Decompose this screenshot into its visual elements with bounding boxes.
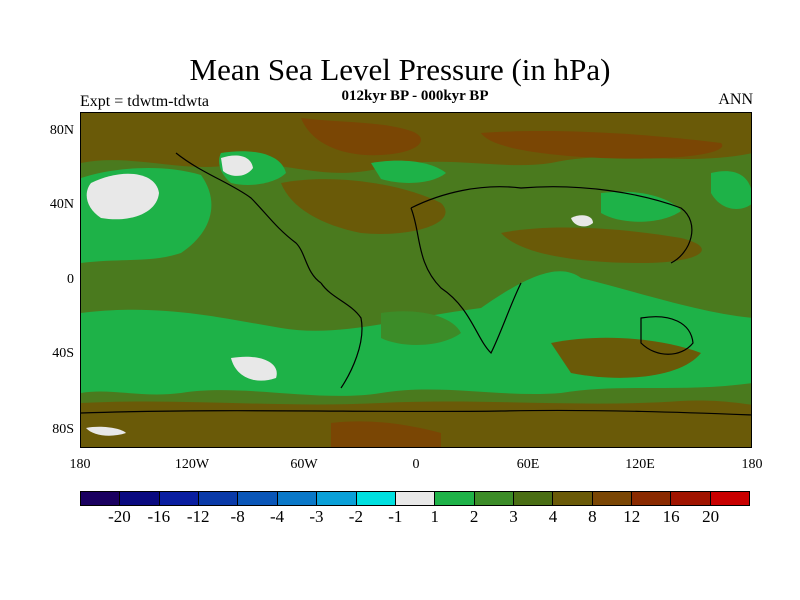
- east-pacific-green: [711, 171, 751, 209]
- north-america-coast: [175, 152, 322, 284]
- colorbar-label: -16: [147, 507, 171, 526]
- south-pacific-white: [231, 356, 277, 381]
- y-tick-80n: 80N: [49, 123, 74, 138]
- pressure-anomaly-map: [80, 112, 752, 448]
- colorbar-swatch: [513, 492, 554, 505]
- y-tick-80s: 80S: [52, 422, 74, 437]
- atlantic-brown: [281, 179, 446, 234]
- colorbar-label: 12: [623, 507, 641, 526]
- colorbar-swatch: [277, 492, 318, 505]
- chart-subtitle: 012kyr BP - 000kyr BP: [341, 88, 489, 104]
- map-svg: [81, 113, 751, 447]
- colorbar-swatch: [199, 492, 239, 505]
- south-atlantic-mid: [381, 311, 461, 345]
- colorbar-label: 16: [662, 507, 680, 526]
- season-label: ANN: [718, 91, 753, 108]
- colorbar-swatch: [632, 492, 672, 505]
- colorbar-label: -3: [309, 507, 324, 526]
- x-tick-180w: 180: [69, 457, 91, 472]
- colorbar-swatch: [317, 492, 357, 505]
- europe-green: [371, 160, 446, 183]
- colorbar-swatch: [238, 492, 278, 505]
- greenland-brown: [301, 118, 421, 156]
- asia-brown: [501, 227, 702, 263]
- x-tick-120w: 120W: [174, 457, 210, 472]
- colorbar-swatch: [356, 492, 396, 505]
- colorbar-label: -8: [230, 507, 245, 526]
- siberia-brown: [481, 131, 723, 159]
- south-america-coast: [320, 282, 363, 389]
- colorbar-label: -2: [348, 507, 363, 526]
- experiment-label: Expt = tdwtm-tdwta: [80, 93, 210, 110]
- chart-title: Mean Sea Level Pressure (in hPa): [189, 52, 611, 87]
- colorbar-swatch: [395, 492, 436, 505]
- colorbar-swatch: [159, 492, 200, 505]
- asia-white: [571, 215, 593, 227]
- colorbar-label: 8: [588, 507, 597, 526]
- africa-coast: [410, 207, 522, 355]
- y-tick-0: 0: [67, 272, 74, 287]
- colorbar-swatch: [553, 492, 593, 505]
- antarctic-deep-brown: [331, 421, 441, 447]
- antarctic-brown: [81, 400, 751, 447]
- australia-coast: [640, 316, 694, 355]
- x-tick-60e: 60E: [516, 457, 540, 472]
- eurasia-coast: [410, 186, 693, 264]
- colorbar-label: 20: [702, 507, 720, 526]
- colorbar-label: -12: [186, 507, 210, 526]
- y-tick-40s: 40S: [52, 346, 74, 361]
- colorbar-swatch: [710, 492, 750, 505]
- colorbar-swatch: [474, 492, 514, 505]
- x-tick-120e: 120E: [625, 457, 655, 472]
- colorbar-swatch: [81, 492, 121, 505]
- canada-white: [221, 155, 253, 176]
- colorbar-swatch: [435, 492, 475, 505]
- x-tick-0: 0: [412, 457, 420, 472]
- y-tick-40n: 40N: [49, 197, 74, 212]
- colorbar-swatch: [120, 492, 160, 505]
- colorbar-label: -20: [108, 507, 131, 526]
- central-asia-green: [601, 191, 681, 222]
- colorbar-label: 2: [469, 507, 479, 526]
- colorbar-swatch: [592, 492, 633, 505]
- colorbar-label: 4: [548, 507, 558, 526]
- x-tick-60w: 60W: [290, 457, 318, 472]
- colorbar-label: 3: [509, 507, 518, 526]
- x-tick-180e: 180: [741, 457, 763, 472]
- antarctica-coast: [81, 409, 751, 416]
- colorbar-label: -4: [269, 507, 285, 526]
- south-indian-brown: [551, 337, 701, 378]
- colorbar: [80, 491, 750, 506]
- colorbar-swatch: [671, 492, 711, 505]
- coastlines: [81, 152, 751, 416]
- antarctic-white: [86, 426, 126, 436]
- north-pacific-white: [86, 173, 159, 220]
- colorbar-label: 1: [430, 507, 439, 526]
- colorbar-label: -1: [388, 507, 403, 526]
